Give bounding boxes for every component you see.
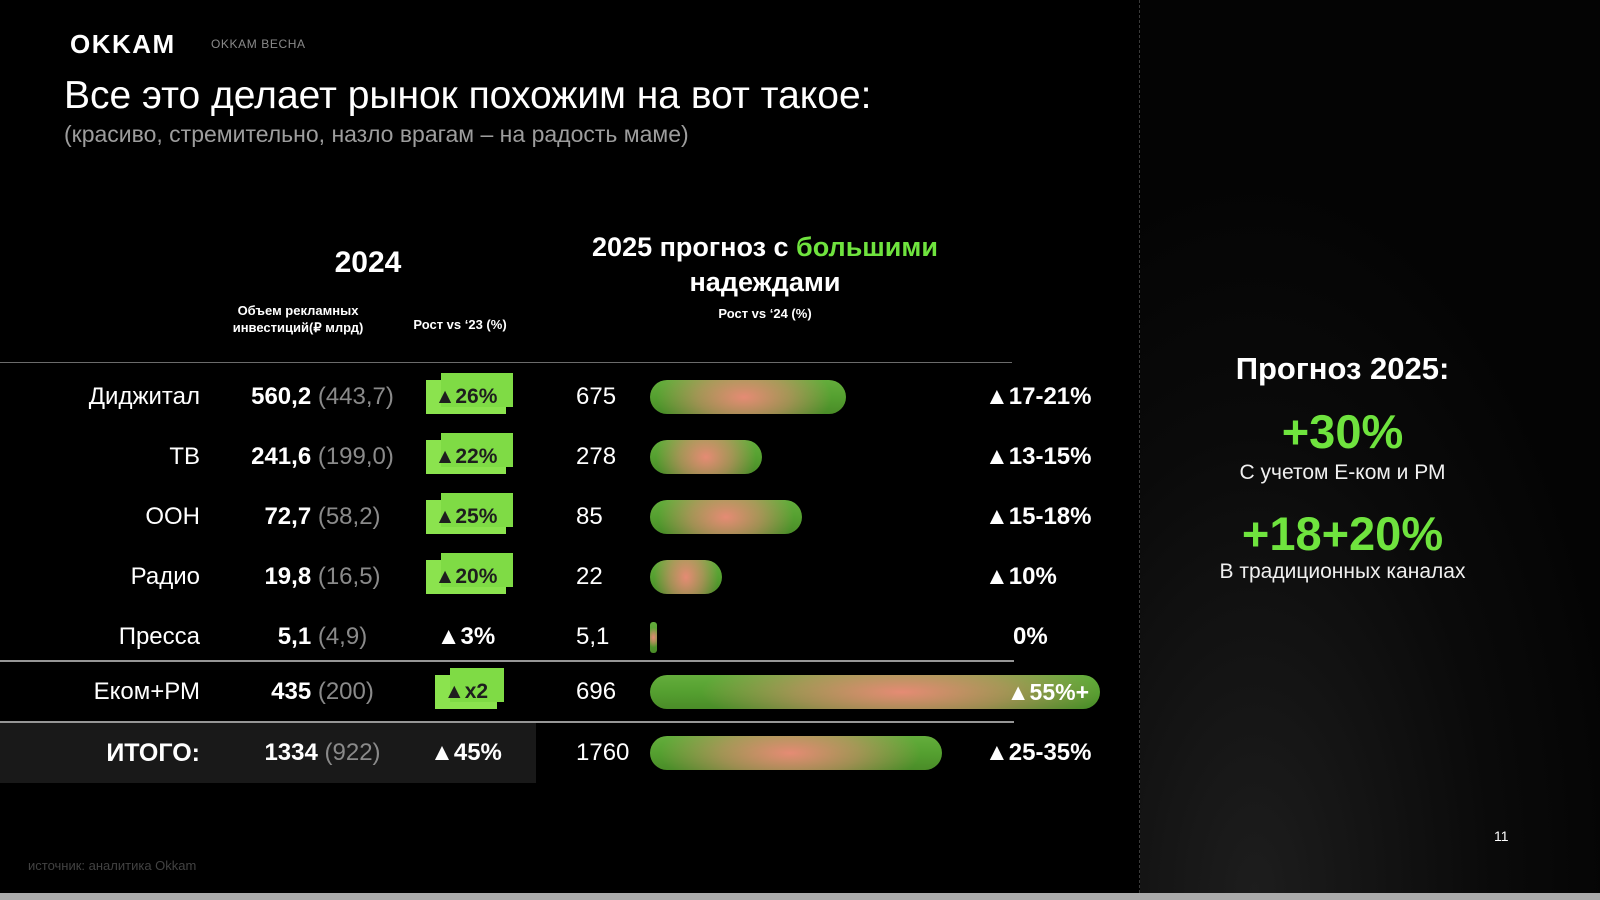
subheader-growth-24: Рост vs ‘24 (%) bbox=[718, 306, 812, 321]
row-forecast-2025: 85 bbox=[576, 503, 603, 530]
value-current: 241,6 bbox=[251, 443, 312, 470]
value-previous: (200) bbox=[317, 678, 374, 705]
forecast-bar bbox=[650, 736, 942, 770]
table-row-ecom: Еком+РМ 435 (200) ▲x2 696 ▲55%+ bbox=[0, 662, 1140, 722]
row-forecast-2025: 696 bbox=[576, 678, 617, 705]
column-header-2025: 2025 прогноз с большими надеждами bbox=[590, 230, 940, 300]
forecast-bar: ▲55%+ bbox=[650, 675, 1100, 709]
row-growth-24: 0% bbox=[1013, 623, 1048, 650]
table-row-total: ИТОГО: 1334 (922) ▲45% 1760 ▲25-35% bbox=[0, 723, 1140, 783]
row-label: Пресса bbox=[118, 623, 200, 650]
growth-badge: ▲20% bbox=[425, 553, 514, 594]
table-row-radio: Радио 19,8 (16,5) ▲20% 22 ▲10% bbox=[0, 547, 1140, 607]
row-label: ИТОГО: bbox=[106, 739, 200, 767]
row-label: Еком+РМ bbox=[93, 678, 200, 705]
header-2025-highlight: большими bbox=[796, 232, 938, 262]
table-row-digital: Диджитал 560,2 (443,7) ▲26% 675 ▲17-21% bbox=[0, 367, 1140, 427]
subheader-volume-line1: Объем рекламных bbox=[237, 303, 359, 318]
row-value-2024: 5,1 (4,9) bbox=[210, 607, 435, 667]
row-growth-23: ▲26% bbox=[420, 367, 514, 427]
ecom-row-separator bbox=[0, 660, 1014, 662]
row-growth-24: ▲17-21% bbox=[985, 383, 1092, 410]
value-previous: (199,0) bbox=[317, 443, 394, 470]
growth-badge: ▲25% bbox=[425, 493, 514, 534]
row-growth-23: ▲45% bbox=[430, 739, 502, 766]
growth-badge: ▲x2 bbox=[434, 668, 505, 709]
row-growth-24: ▲15-18% bbox=[985, 503, 1092, 530]
value-previous: (443,7) bbox=[317, 383, 394, 410]
row-growth-23: ▲x2 bbox=[420, 662, 512, 722]
row-value-2024: 560,2 (443,7) bbox=[210, 367, 435, 427]
table-top-separator bbox=[0, 362, 1012, 363]
row-label: Радио bbox=[130, 563, 200, 590]
slide-title: Все это делает рынок похожим на вот тако… bbox=[64, 74, 872, 117]
row-growth-24: ▲13-15% bbox=[985, 443, 1092, 470]
row-forecast-2025: 278 bbox=[576, 443, 617, 470]
forecast-total-growth: +30% bbox=[1281, 405, 1404, 458]
forecast-traditional-growth-caption: В традиционных каналах bbox=[1219, 560, 1466, 583]
row-value-2024: 241,6 (199,0) bbox=[210, 427, 435, 487]
forecast-bar bbox=[650, 622, 657, 653]
row-value-2024: 435 (200) bbox=[210, 662, 435, 722]
table-row-ooh: OOH 72,7 (58,2) ▲25% 85 ▲15-18% bbox=[0, 487, 1140, 547]
total-row-background bbox=[0, 723, 536, 783]
total-row-separator bbox=[0, 721, 1014, 723]
row-growth-24: ▲10% bbox=[985, 563, 1057, 590]
forecast-traditional-growth: +18+20% bbox=[1241, 507, 1444, 560]
value-current: 1334 bbox=[264, 739, 318, 766]
column-header-2024: 2024 bbox=[334, 246, 402, 279]
value-current: 435 bbox=[271, 678, 312, 705]
value-previous: (4,9) bbox=[317, 623, 368, 650]
row-growth-23: ▲25% bbox=[420, 487, 514, 547]
header-2025-line2: надеждами bbox=[689, 267, 841, 297]
forecast-panel-title: Прогноз 2025: bbox=[1235, 351, 1450, 386]
row-label: OOH bbox=[145, 503, 200, 530]
row-label: ТВ bbox=[169, 443, 200, 470]
row-value-2024: 19,8 (16,5) bbox=[210, 547, 435, 607]
row-forecast-2025: 1760 bbox=[576, 739, 630, 766]
slide-subtitle: (красиво, стремительно, назло врагам – н… bbox=[64, 121, 689, 147]
header-2025-prefix: 2025 прогноз с bbox=[592, 232, 789, 262]
row-forecast-2025: 22 bbox=[576, 563, 603, 590]
subheader-volume: Объем рекламных инвестиций(₽ млрд) bbox=[213, 302, 383, 336]
deck-label: OKKAM ВЕСНА bbox=[211, 37, 306, 51]
row-growth-23: ▲20% bbox=[420, 547, 514, 607]
bottom-edge-strip bbox=[0, 893, 1600, 900]
forecast-bar bbox=[650, 440, 762, 474]
value-previous: (16,5) bbox=[317, 563, 381, 590]
value-current: 19,8 bbox=[264, 563, 312, 590]
subheader-volume-line2: инвестиций(₽ млрд) bbox=[232, 320, 364, 335]
table-row-tv: ТВ 241,6 (199,0) ▲22% 278 ▲13-15% bbox=[0, 427, 1140, 487]
forecast-bar bbox=[650, 560, 722, 594]
forecast-total-growth-caption: С учетом Е-ком и РМ bbox=[1239, 461, 1446, 484]
row-growth-24: ▲25-35% bbox=[985, 739, 1092, 766]
page-number: 11 bbox=[1494, 828, 1509, 844]
row-value-2024: 1334 (922) bbox=[210, 723, 435, 783]
value-current: 5,1 bbox=[277, 623, 312, 650]
row-growth-23: ▲3% bbox=[436, 623, 496, 650]
row-growth-23: ▲22% bbox=[420, 427, 514, 487]
source-note: источник: аналитика Okkam bbox=[28, 858, 197, 873]
value-previous: (922) bbox=[324, 739, 381, 766]
subheader-growth-23: Рост vs ‘23 (%) bbox=[413, 317, 507, 332]
row-label: Диджитал bbox=[88, 383, 200, 410]
table-row-press: Пресса 5,1 (4,9) ▲3% 5,1 0% bbox=[0, 607, 1140, 667]
growth-badge: ▲26% bbox=[425, 373, 514, 414]
bar-inline-growth-label: ▲55%+ bbox=[1006, 679, 1089, 705]
row-value-2024: 72,7 (58,2) bbox=[210, 487, 435, 547]
row-forecast-2025: 675 bbox=[576, 383, 617, 410]
forecast-bar bbox=[650, 380, 846, 414]
right-panel-background bbox=[1140, 0, 1600, 893]
growth-badge: ▲22% bbox=[425, 433, 514, 474]
value-previous: (58,2) bbox=[317, 503, 381, 530]
vertical-dashed-divider bbox=[1139, 0, 1140, 893]
row-forecast-2025: 5,1 bbox=[576, 623, 610, 650]
value-current: 560,2 bbox=[251, 383, 312, 410]
value-current: 72,7 bbox=[264, 503, 312, 530]
forecast-bar bbox=[650, 500, 802, 534]
okkam-logo: OKKAM bbox=[70, 29, 176, 59]
